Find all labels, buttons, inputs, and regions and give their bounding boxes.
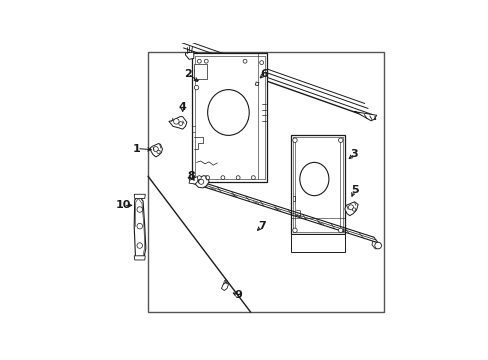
Circle shape: [348, 205, 353, 210]
Circle shape: [204, 59, 208, 63]
Polygon shape: [168, 117, 186, 129]
Text: 8: 8: [187, 171, 195, 181]
Text: 5: 5: [350, 185, 358, 195]
Polygon shape: [255, 82, 259, 86]
Polygon shape: [344, 202, 357, 216]
Circle shape: [205, 176, 209, 180]
Text: 6: 6: [260, 69, 268, 79]
Text: 3: 3: [350, 149, 358, 159]
Circle shape: [338, 138, 342, 143]
Circle shape: [236, 176, 240, 180]
Polygon shape: [185, 52, 193, 59]
Text: 1: 1: [133, 144, 141, 153]
Circle shape: [374, 242, 381, 249]
Polygon shape: [134, 194, 145, 198]
Text: 10: 10: [116, 201, 131, 210]
Polygon shape: [134, 256, 145, 260]
Polygon shape: [371, 242, 380, 249]
Polygon shape: [290, 234, 344, 252]
Circle shape: [338, 228, 342, 233]
Ellipse shape: [207, 90, 249, 135]
Ellipse shape: [299, 162, 328, 196]
Circle shape: [251, 176, 255, 180]
Polygon shape: [189, 176, 199, 184]
Circle shape: [292, 138, 297, 143]
Circle shape: [197, 59, 201, 63]
Circle shape: [221, 176, 224, 180]
Circle shape: [179, 122, 183, 126]
Polygon shape: [354, 111, 376, 121]
Polygon shape: [194, 176, 208, 188]
Polygon shape: [192, 53, 267, 182]
Circle shape: [194, 77, 198, 81]
Bar: [148, 51, 383, 312]
Circle shape: [259, 61, 263, 64]
Circle shape: [198, 179, 203, 184]
Circle shape: [243, 59, 246, 63]
Circle shape: [157, 150, 160, 153]
Bar: [194, 64, 206, 79]
Circle shape: [137, 223, 142, 229]
Text: 4: 4: [179, 102, 186, 112]
Text: 2: 2: [184, 69, 192, 79]
Circle shape: [137, 207, 142, 212]
Polygon shape: [134, 195, 145, 260]
Polygon shape: [150, 144, 162, 157]
Circle shape: [153, 147, 158, 152]
Circle shape: [197, 176, 201, 180]
Polygon shape: [221, 282, 228, 291]
Circle shape: [137, 243, 142, 248]
Circle shape: [352, 208, 355, 211]
Text: 7: 7: [257, 221, 265, 231]
Circle shape: [292, 228, 297, 233]
Text: 9: 9: [234, 291, 242, 301]
Circle shape: [194, 85, 198, 90]
Polygon shape: [290, 135, 344, 234]
Circle shape: [173, 118, 179, 124]
Circle shape: [194, 69, 198, 73]
